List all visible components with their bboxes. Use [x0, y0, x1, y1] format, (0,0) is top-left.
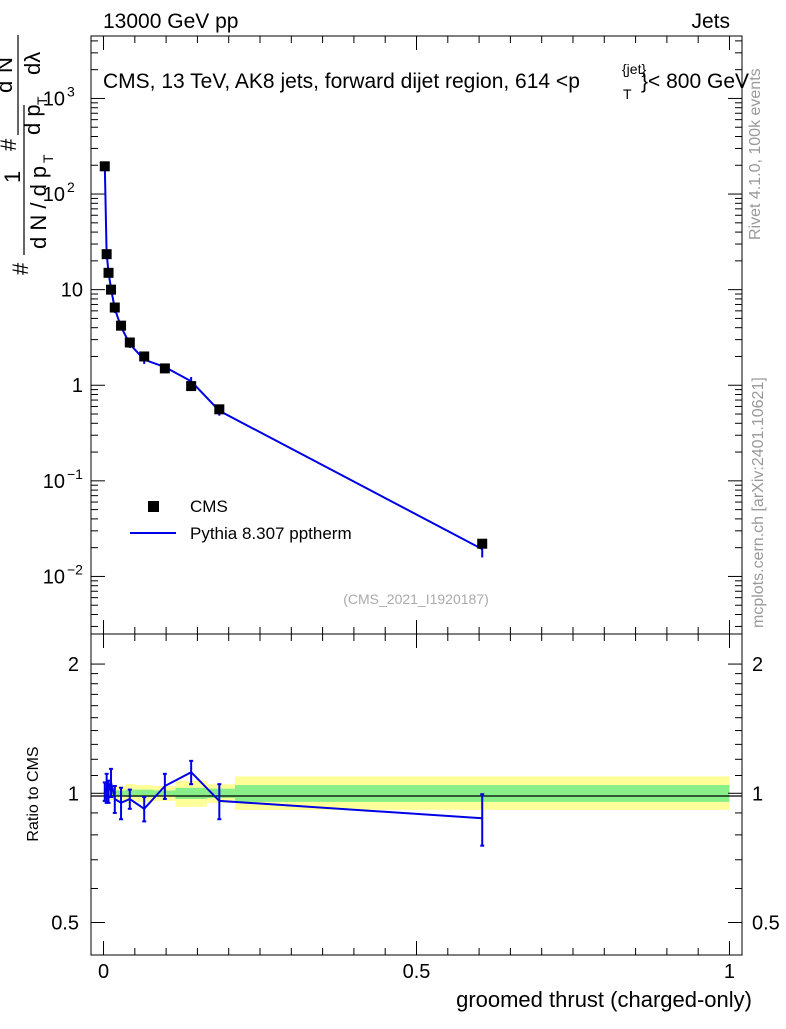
ratio-ytick-label-right: 0.5	[752, 912, 780, 934]
ylabel-denominator: d N / d p	[26, 166, 51, 249]
ratio-uncertainty-bands	[103, 776, 730, 810]
cms-data-point	[99, 161, 110, 172]
ylabel-denominator-2-tail: dλ	[20, 52, 45, 75]
main-panel-frame	[90, 35, 743, 635]
cms-data-point	[186, 381, 197, 392]
analysis-id-label: (CMS_2021_I1920187)	[343, 591, 489, 607]
cms-data-point	[214, 404, 225, 415]
main-ytick-label: 10	[43, 471, 65, 493]
legend-cms-marker	[148, 501, 159, 512]
ratio-stat-uncertainty-band	[134, 789, 154, 798]
ratio-stat-uncertainty-band	[175, 787, 207, 799]
ratio-panel: 0 0.5 1 2 2 1 1 0.5 0.5 Ratio to CMS groomed thr…	[25, 633, 780, 1012]
ylabel-d2n-tail: N	[0, 57, 17, 73]
main-ytick-label: 10	[43, 88, 65, 110]
ratio-ytick-label: 0.5	[51, 912, 79, 934]
main-ytick-label: 10	[43, 566, 65, 588]
ratio-ytick-label: 2	[68, 654, 79, 676]
pythia-line	[103, 165, 483, 550]
ratio-ylabel: Ratio to CMS	[25, 746, 42, 841]
ratio-axis-ticks: 0 0.5 1 2 2 1 1 0.5 0.5	[51, 634, 780, 983]
ratio-ytick-label-right: 2	[752, 654, 763, 676]
ylabel-one: 1	[0, 171, 25, 183]
ratio-xtick-label: 1	[724, 961, 735, 983]
ylabel-d2n: d	[0, 81, 17, 93]
main-ytick-label: 10	[61, 280, 83, 302]
main-ytick-label-exponent: −2	[67, 561, 83, 577]
main-ytick-label-exponent: 3	[67, 83, 75, 99]
plot-title-suffix: }< 800 GeV	[641, 70, 749, 93]
ratio-xtick-label: 0.5	[403, 961, 431, 983]
cms-data-point	[477, 538, 488, 549]
ylabel-denominator-2-sub: T	[34, 96, 50, 105]
cms-data-point	[109, 302, 120, 313]
plot-title-subscript: T	[623, 86, 632, 102]
plot-title-text: CMS, 13 TeV, AK8 jets, forward dijet reg…	[103, 70, 580, 93]
cms-data-point	[139, 351, 150, 362]
mcplots-label: mcplots.cern.ch [arXiv:2401.10621]	[750, 377, 767, 628]
ratio-stat-uncertainty-band	[206, 788, 235, 799]
main-ytick-label-exponent: 2	[67, 179, 75, 195]
cms-data-point	[159, 363, 170, 374]
cms-data-point	[106, 284, 117, 295]
main-ytick-label: 10	[43, 184, 65, 206]
cms-data-point	[116, 320, 127, 331]
header-category-label: Jets	[691, 10, 730, 33]
ratio-ytick-label: 1	[68, 783, 79, 805]
main-ylabel: # 1 d N / d p T # d 2 N d p T dλ	[0, 35, 56, 275]
ylabel-d2n-sup: 2	[0, 73, 3, 80]
ylabel-hash-2: #	[0, 138, 21, 151]
ratio-series-layer	[102, 759, 485, 847]
legend: CMS Pythia 8.307 pptherm	[130, 497, 352, 543]
cms-data-point	[124, 337, 135, 348]
ylabel-denominator-2: d p	[20, 104, 45, 135]
main-series-layer	[99, 161, 488, 558]
ylabel-hash: #	[8, 262, 33, 275]
cms-data-point	[101, 249, 112, 260]
main-ytick-label-exponent: −1	[67, 466, 83, 482]
legend-pythia-label: Pythia 8.307 pptherm	[190, 524, 352, 543]
plot-title-superscript: {jet}	[622, 61, 646, 77]
rivet-version-label: Rivet 4.1.0, 100k events	[747, 68, 764, 240]
ylabel-denominator-sub: T	[40, 154, 56, 163]
plot-title: CMS, 13 TeV, AK8 jets, forward dijet reg…	[103, 61, 749, 102]
header-energy-label: 13000 GeV pp	[103, 10, 238, 33]
cms-data-point	[103, 267, 114, 278]
x-axis-label: groomed thrust (charged-only)	[456, 987, 752, 1012]
legend-cms-label: CMS	[190, 497, 228, 516]
main-ytick-label: 1	[72, 375, 83, 397]
ratio-ytick-label-right: 1	[752, 783, 763, 805]
ratio-xtick-label: 0	[98, 961, 109, 983]
